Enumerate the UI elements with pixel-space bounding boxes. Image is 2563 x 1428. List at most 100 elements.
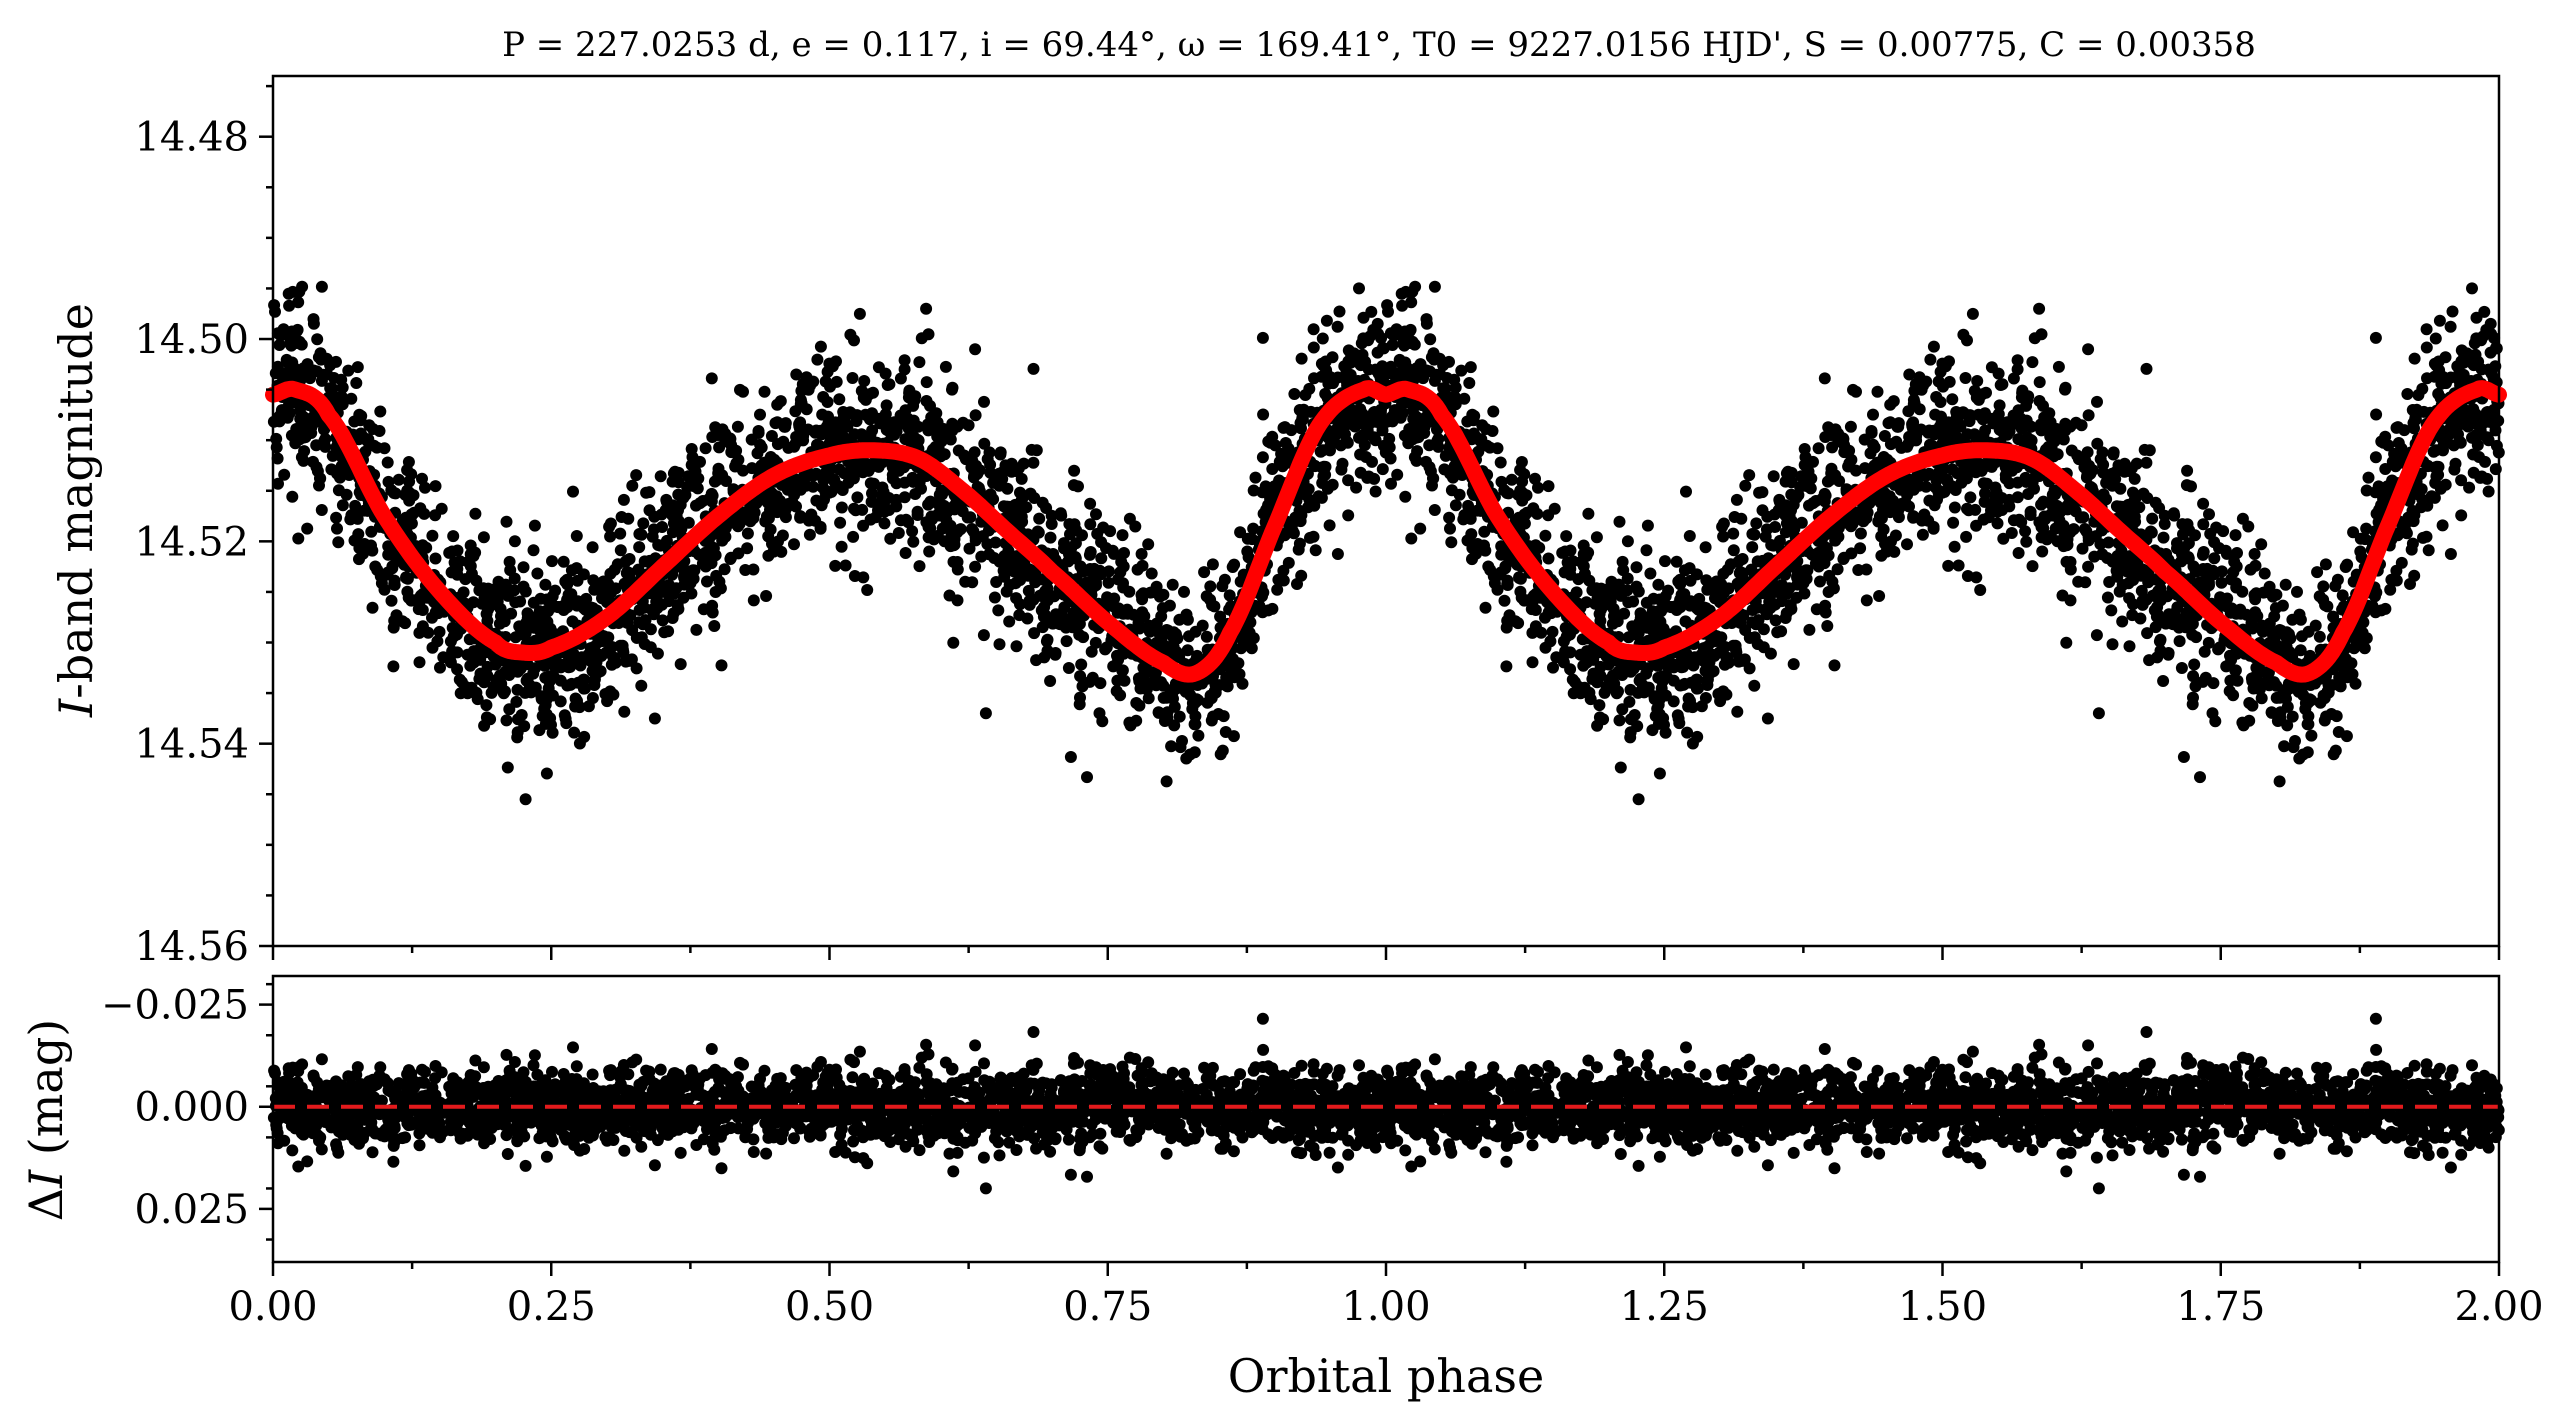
- data-point: [643, 504, 656, 517]
- data-point: [2209, 715, 2222, 728]
- data-point: [1368, 431, 1381, 444]
- data-point: [2220, 547, 2233, 560]
- data-point: [1644, 567, 1657, 580]
- data-point: [1025, 443, 1038, 456]
- data-point: [977, 629, 990, 642]
- data-point: [1308, 372, 1320, 385]
- data-point: [1539, 529, 1552, 542]
- data-point: [1918, 508, 1931, 521]
- data-point: [2019, 525, 2032, 538]
- data-point: [1810, 603, 1823, 616]
- data-point: [615, 511, 628, 523]
- data-point: [1219, 726, 1232, 738]
- data-point: [685, 459, 698, 471]
- data-point: [2003, 425, 2016, 438]
- data-point: [331, 522, 343, 535]
- data-point: [1757, 641, 1770, 654]
- data-point: [2279, 578, 2292, 591]
- data-point: [2341, 558, 2354, 571]
- data-point: [1938, 433, 1951, 446]
- data-point: [2123, 640, 2136, 653]
- data-point: [2113, 585, 2126, 598]
- data-point: [1942, 559, 1955, 572]
- data-point: [1207, 710, 1220, 723]
- data-point: [1064, 751, 1077, 763]
- data-point: [1188, 746, 1201, 759]
- data-point: [1036, 621, 1049, 634]
- data-point: [913, 356, 926, 369]
- data-point: [2158, 518, 2171, 530]
- data-point: [2225, 653, 2238, 666]
- data-point: [899, 404, 912, 417]
- data-point: [2150, 610, 2163, 623]
- data-point: [1487, 405, 1500, 418]
- data-point: [2336, 589, 2349, 602]
- data-point: [2059, 381, 2072, 394]
- data-point: [1928, 499, 1941, 512]
- data-point: [1376, 463, 1389, 476]
- data-point: [413, 656, 426, 669]
- data-point: [596, 592, 608, 605]
- data-point: [1241, 532, 1254, 545]
- data-point: [821, 420, 834, 433]
- data-point: [2229, 664, 2242, 677]
- data-point: [1892, 511, 1905, 524]
- data-point: [1266, 463, 1279, 475]
- data-point: [1748, 679, 1761, 692]
- data-point: [860, 457, 873, 470]
- data-point: [1228, 558, 1241, 571]
- data-point: [1130, 714, 1143, 727]
- data-point: [1062, 662, 1075, 674]
- data-point: [1031, 525, 1044, 538]
- data-point: [1887, 395, 1900, 408]
- data-point: [1165, 740, 1178, 753]
- data-point: [2268, 610, 2281, 623]
- data-point: [2369, 331, 2382, 344]
- data-point: [2475, 334, 2488, 347]
- data-point: [1875, 512, 1888, 525]
- data-point: [1495, 475, 1508, 488]
- data-point: [2173, 635, 2186, 648]
- data-point: [1381, 299, 1394, 312]
- data-point: [824, 380, 836, 393]
- data-point: [2208, 536, 2221, 549]
- data-point: [2127, 598, 2139, 611]
- data-point: [1947, 516, 1960, 529]
- data-point: [2051, 535, 2064, 548]
- data-point: [1526, 656, 1539, 669]
- data-point: [1746, 528, 1759, 540]
- data-point: [1591, 675, 1604, 688]
- data-point: [1890, 435, 1903, 448]
- data-point: [1750, 517, 1763, 530]
- data-point: [699, 557, 711, 570]
- data-point: [829, 559, 842, 572]
- data-point: [307, 313, 320, 326]
- data-point: [817, 474, 830, 487]
- data-point: [1977, 477, 1990, 490]
- data-point: [848, 465, 861, 478]
- data-point: [1067, 479, 1080, 492]
- data-point: [614, 544, 627, 557]
- data-point: [1407, 337, 1420, 350]
- data-point: [1170, 632, 1183, 645]
- data-point: [1818, 372, 1831, 385]
- data-point: [2168, 509, 2181, 522]
- data-point: [724, 553, 737, 565]
- data-point: [1812, 557, 1824, 570]
- data-point: [2375, 604, 2388, 617]
- data-point: [2223, 685, 2236, 698]
- data-point: [1299, 389, 1312, 401]
- data-point: [1877, 523, 1890, 536]
- data-point: [713, 441, 726, 454]
- data-point: [774, 395, 787, 408]
- data-point: [2481, 472, 2494, 485]
- data-point: [542, 682, 555, 695]
- data-point: [1701, 679, 1714, 691]
- data-point: [1423, 461, 1436, 474]
- data-point: [385, 594, 398, 607]
- data-point: [2116, 615, 2129, 628]
- data-point: [1200, 630, 1213, 643]
- data-point: [903, 384, 916, 397]
- data-point: [1257, 408, 1270, 421]
